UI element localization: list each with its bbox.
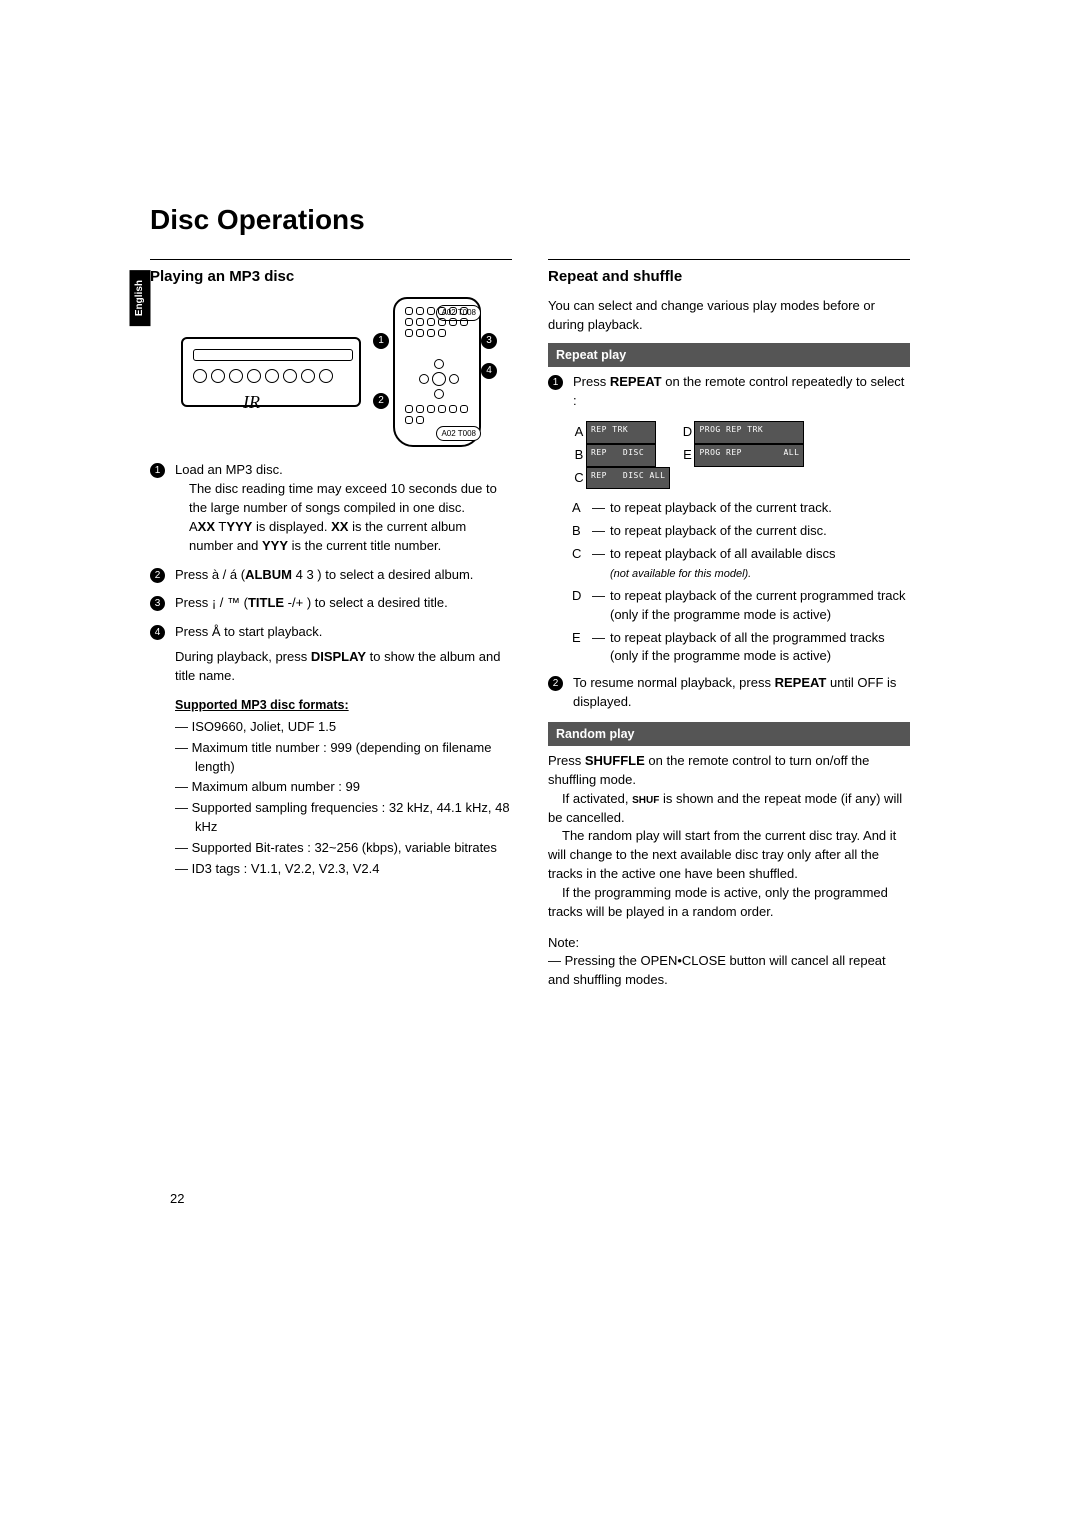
- step-4: 4 Press Å to start playback. During play…: [150, 623, 512, 686]
- note-text: — Pressing the OPEN•CLOSE button will ca…: [548, 952, 910, 990]
- format-item: — ID3 tags : V1.1, V2.2, V2.3, V2.4: [175, 860, 512, 879]
- repeat-step-2: 2 To resume normal playback, press REPEA…: [548, 674, 910, 712]
- disp-e: PROG REPALL: [694, 444, 804, 467]
- page-number: 22: [170, 1190, 184, 1209]
- repeat-step-1: 1 Press REPEAT on the remote control rep…: [548, 373, 910, 411]
- random-p3: The random play will start from the curr…: [548, 827, 910, 884]
- step1-line2: The disc reading time may exceed 10 seco…: [189, 480, 512, 518]
- step4-line1: Press Å to start playback.: [175, 623, 512, 642]
- disp-a: REP TRK: [586, 421, 656, 444]
- callout-2: 2: [373, 393, 389, 409]
- note-heading: Note:: [548, 934, 910, 953]
- disp-b: REP DISC: [586, 444, 656, 467]
- def-c: to repeat playback of all available disc…: [610, 545, 910, 583]
- display-mode-table: AREP TRK BREP DISC CREP DISC ALL DPROG R…: [572, 421, 910, 490]
- step-number-icon: 1: [150, 463, 165, 478]
- product-figure: IR A02 T008 A02 T008: [181, 297, 481, 447]
- disp-c: REP DISC ALL: [586, 467, 670, 490]
- step-number-icon: 3: [150, 596, 165, 611]
- subheading-random-play: Random play: [548, 722, 910, 746]
- heading-playing-mp3: Playing an MP3 disc: [150, 266, 512, 288]
- subheading-repeat-play: Repeat play: [548, 343, 910, 367]
- left-column: Playing an MP3 disc IR A02 T008: [150, 259, 512, 991]
- step-1: 1 Load an MP3 disc. The disc reading tim…: [150, 461, 512, 555]
- step4-line2: During playback, press DISPLAY to show t…: [175, 648, 512, 686]
- repeat-intro: You can select and change various play m…: [548, 297, 910, 335]
- callout-4: 4: [481, 363, 497, 379]
- format-item: — Maximum album number : 99: [175, 778, 512, 797]
- formats-heading: Supported MP3 disc formats:: [175, 696, 512, 714]
- random-p1: Press SHUFFLE on the remote control to t…: [548, 752, 910, 790]
- formats-list: — ISO9660, Joliet, UDF 1.5 — Maximum tit…: [175, 718, 512, 879]
- step-number-icon: 2: [150, 568, 165, 583]
- step3-text: Press ¡ / ™ (TITLE -/+ ) to select a des…: [175, 594, 512, 613]
- page-content: Disc Operations Playing an MP3 disc IR A…: [150, 200, 910, 990]
- callout-1: 1: [373, 333, 389, 349]
- disp-d: PROG REP TRK: [694, 421, 804, 444]
- step1-line3: AXX TYYY is displayed. XX is the current…: [189, 518, 512, 556]
- remote-illustration: A02 T008 A02 T008: [393, 297, 481, 447]
- step-3: 3 Press ¡ / ™ (TITLE -/+ ) to select a d…: [150, 594, 512, 613]
- def-e: to repeat playback of all the programmed…: [610, 629, 910, 667]
- def-b: to repeat playback of the current disc.: [610, 522, 910, 541]
- step1-line1: Load an MP3 disc.: [175, 461, 512, 480]
- step2-text: Press à / á (ALBUM 4 3 ) to select a des…: [175, 566, 512, 585]
- random-p4: If the programming mode is active, only …: [548, 884, 910, 922]
- repeat-definitions: A—to repeat playback of the current trac…: [572, 499, 910, 666]
- format-item: — Supported sampling frequencies : 32 kH…: [175, 799, 512, 837]
- format-item: — Supported Bit-rates : 32~256 (kbps), v…: [175, 839, 512, 858]
- language-tab: English: [130, 270, 151, 326]
- callout-3: 3: [481, 333, 497, 349]
- step-number-icon: 1: [548, 375, 563, 390]
- page-title: Disc Operations: [150, 200, 910, 241]
- format-item: — ISO9660, Joliet, UDF 1.5: [175, 718, 512, 737]
- repeat-step2-text: To resume normal playback, press REPEAT …: [573, 674, 910, 712]
- def-a: to repeat playback of the current track.: [610, 499, 910, 518]
- heading-repeat-shuffle: Repeat and shuffle: [548, 266, 910, 288]
- format-item: — Maximum title number : 999 (depending …: [175, 739, 512, 777]
- step-2: 2 Press à / á (ALBUM 4 3 ) to select a d…: [150, 566, 512, 585]
- step-number-icon: 2: [548, 676, 563, 691]
- device-illustration: IR: [181, 337, 361, 407]
- step-number-icon: 4: [150, 625, 165, 640]
- random-p2: If activated, SHUF is shown and the repe…: [548, 790, 910, 828]
- def-d: to repeat playback of the current progra…: [610, 587, 910, 625]
- device-brand-label: IR: [243, 389, 260, 415]
- display-badge-bottom: A02 T008: [436, 426, 481, 442]
- repeat-step1-text: Press REPEAT on the remote control repea…: [573, 373, 910, 411]
- right-column: Repeat and shuffle You can select and ch…: [548, 259, 910, 991]
